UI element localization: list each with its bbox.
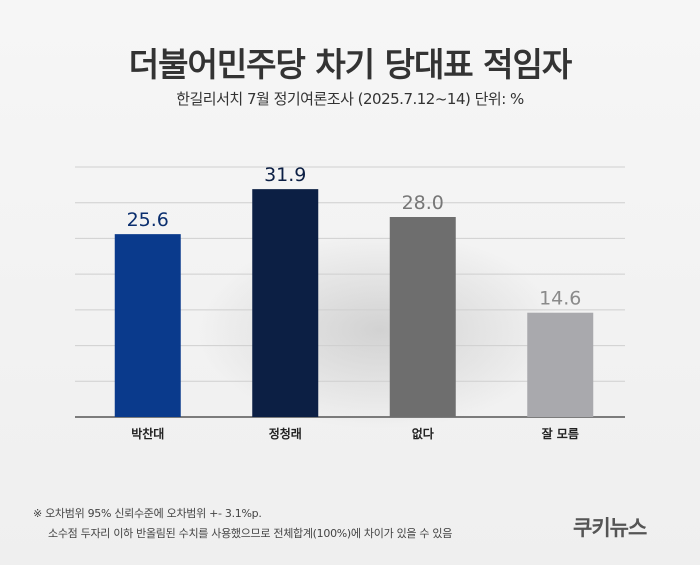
bar xyxy=(527,312,594,417)
bar xyxy=(389,217,456,417)
data-label: 31.9 xyxy=(264,164,306,186)
footnote-margin-of-error: ※ 오차범위 95% 신뢰수준에 오차범위 +- 3.1%p. xyxy=(33,507,262,520)
footnote-rounding: 소수점 두자리 이하 반올림된 수치를 사용했으므로 전체합계(100%)에 차… xyxy=(48,527,453,540)
category-label: 없다 xyxy=(412,426,434,441)
chart-title: 더불어민주당 차기 당대표 적임자 xyxy=(128,45,573,84)
category-label: 박찬대 xyxy=(131,426,164,441)
brand-logo: 쿠키뉴스 xyxy=(573,516,647,540)
bar xyxy=(114,234,181,417)
chart-subtitle: 한길리서치 7월 정기여론조사 (2025.7.12~14) 단위: % xyxy=(176,90,524,108)
data-label: 28.0 xyxy=(402,192,444,214)
bar xyxy=(252,189,319,417)
category-label: 정청래 xyxy=(269,426,302,441)
category-label: 잘 모름 xyxy=(542,426,579,441)
data-label: 25.6 xyxy=(127,209,169,231)
data-label: 14.6 xyxy=(539,288,581,310)
